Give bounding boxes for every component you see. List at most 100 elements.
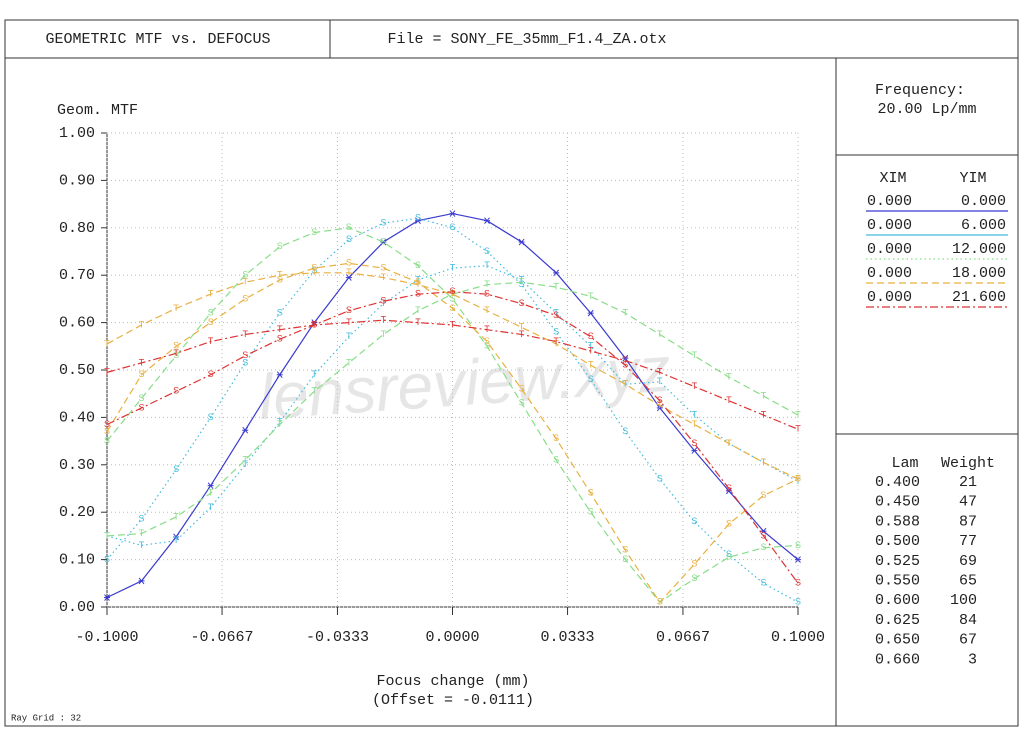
y-tick-label: 0.80 — [59, 220, 95, 237]
legend-yim: 6.000 — [961, 217, 1006, 234]
point-marker: T — [173, 348, 179, 358]
point-marker: T — [242, 459, 248, 469]
point-marker: S — [691, 438, 697, 448]
point-marker — [795, 556, 801, 563]
wave-weight: 69 — [959, 553, 977, 570]
wave-weight: 21 — [959, 474, 977, 491]
point-marker: S — [691, 573, 697, 583]
point-marker: T — [553, 338, 559, 348]
legend-header: YIM — [959, 170, 986, 187]
point-marker: S — [173, 350, 179, 360]
curve — [106, 227, 799, 604]
wave-weight: 84 — [959, 612, 977, 629]
point-marker: T — [381, 329, 387, 339]
wave-lam: 0.500 — [875, 533, 920, 550]
point-marker: T — [519, 274, 525, 284]
wave-lam: 0.600 — [875, 592, 920, 609]
chart-title: GEOMETRIC MTF vs. DEFOCUS — [45, 31, 270, 48]
point-marker: S — [553, 326, 559, 336]
y-tick-label: 0.70 — [59, 267, 95, 284]
point-marker — [553, 269, 560, 277]
legend-xim: 0.000 — [867, 217, 912, 234]
point-marker: T — [484, 305, 490, 315]
point-marker: S — [691, 516, 697, 526]
point-marker: T — [450, 319, 456, 329]
point-marker: T — [415, 305, 421, 315]
point-marker: T — [484, 279, 490, 289]
point-marker: T — [623, 379, 629, 389]
point-marker: S — [277, 274, 283, 284]
point-marker: S — [760, 578, 766, 588]
point-marker: S — [139, 393, 145, 403]
point-marker: T — [726, 438, 732, 448]
y-tick-label: 0.90 — [59, 172, 95, 189]
point-marker: S — [449, 286, 455, 296]
x-tick-label: -0.0333 — [306, 629, 369, 646]
point-marker: T — [450, 262, 456, 272]
point-marker — [484, 217, 491, 225]
point-marker: T — [692, 409, 698, 419]
point-marker: T — [277, 324, 283, 334]
point-marker: T — [346, 267, 352, 277]
x-axis-label: Focus change (mm) — [376, 673, 529, 690]
point-marker: T — [761, 390, 767, 400]
wave-weight: 65 — [959, 572, 977, 589]
wave-lam: 0.660 — [875, 651, 920, 668]
wave-lam: 0.450 — [875, 494, 920, 511]
point-marker: T — [381, 315, 387, 325]
point-marker: S — [588, 488, 594, 498]
legend-yim: 12.000 — [952, 241, 1006, 258]
point-marker: T — [657, 400, 663, 410]
point-marker: S — [657, 473, 663, 483]
point-marker: S — [760, 530, 766, 540]
point-marker: T — [761, 457, 767, 467]
point-marker: S — [691, 559, 697, 569]
point-marker: S — [208, 317, 214, 327]
point-marker — [345, 274, 352, 281]
point-marker: S — [449, 222, 455, 232]
point-marker: T — [104, 530, 110, 540]
curve — [106, 281, 799, 537]
point-marker: S — [311, 319, 317, 329]
point-marker: T — [657, 329, 663, 339]
curve — [106, 319, 799, 430]
wave-weight: 77 — [959, 533, 977, 550]
point-marker: S — [553, 433, 559, 443]
point-marker: S — [553, 310, 559, 320]
point-marker: T — [312, 319, 318, 329]
y-tick-label: 0.60 — [59, 315, 95, 332]
point-marker: S — [760, 490, 766, 500]
point-marker: T — [623, 379, 629, 389]
point-marker: T — [726, 371, 732, 381]
point-marker — [276, 371, 283, 379]
legend-xim: 0.000 — [867, 241, 912, 258]
point-marker: T — [277, 419, 283, 429]
point-marker: T — [312, 267, 318, 277]
point-marker: T — [553, 307, 559, 317]
point-marker: T — [104, 338, 110, 348]
point-marker: T — [588, 341, 594, 351]
point-marker: T — [208, 502, 214, 512]
point-marker: S — [173, 386, 179, 396]
point-marker: T — [484, 260, 490, 270]
point-marker: T — [692, 381, 698, 391]
point-marker: T — [519, 322, 525, 332]
wave-lam: 0.625 — [875, 612, 920, 629]
point-marker — [104, 594, 110, 601]
point-marker: S — [795, 597, 801, 607]
point-marker: T — [312, 369, 318, 379]
x-axis-note: (Offset = -0.0111) — [372, 692, 534, 709]
point-marker: T — [346, 317, 352, 327]
point-marker: S — [622, 426, 628, 436]
point-marker: T — [519, 277, 525, 287]
point-marker: T — [519, 329, 525, 339]
y-axis-label: Geom. MTF — [57, 102, 138, 119]
point-marker — [207, 482, 214, 489]
wave-weight: 100 — [950, 592, 977, 609]
point-marker: T — [761, 409, 767, 419]
point-marker — [622, 354, 629, 362]
wave-weight: 3 — [968, 651, 977, 668]
point-marker: S — [415, 277, 421, 287]
point-marker — [449, 210, 456, 217]
point-marker: S — [622, 360, 628, 370]
